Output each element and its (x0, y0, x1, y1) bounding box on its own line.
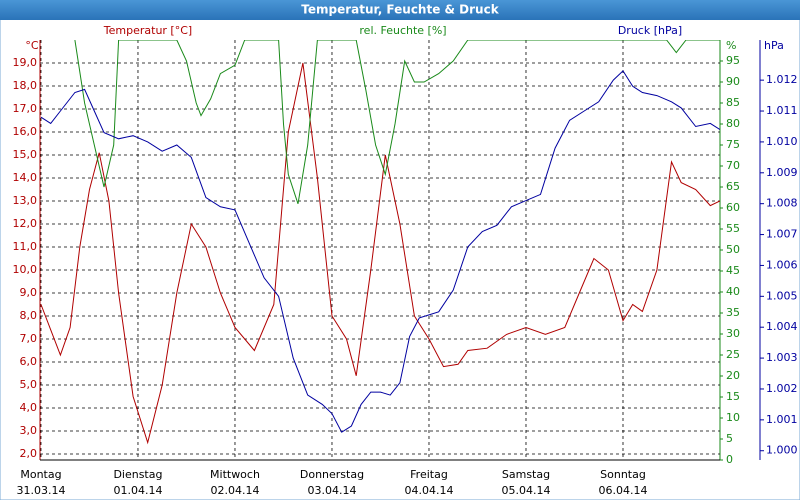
x-tick-weekday: Samstag (502, 468, 550, 481)
y-tick-label: 14,0 (13, 171, 38, 184)
y-tick-label: 19,0 (13, 56, 38, 69)
y3-tick-label: 1.001 (766, 413, 798, 426)
y-tick-label: 6,0 (20, 355, 38, 368)
y3-tick-label: 1.005 (766, 289, 798, 302)
y-tick-label: 16,0 (13, 125, 38, 138)
y-tick-label: 4,0 (20, 401, 38, 414)
x-tick-label: 01.04.14 (113, 484, 162, 497)
y2-axis-unit: % (726, 39, 736, 52)
y2-tick-label: 50 (726, 243, 740, 256)
y-tick-label: 12,0 (13, 217, 38, 230)
y2-tick-label: 25 (726, 348, 740, 361)
title-bar (0, 0, 800, 20)
y2-tick-label: 85 (726, 96, 740, 109)
y3-tick-label: 1.012 (766, 73, 798, 86)
x-tick-label: 02.04.14 (210, 484, 259, 497)
y2-tick-label: 65 (726, 180, 740, 193)
chart-title: Temperatur, Feuchte & Druck (301, 3, 499, 17)
y2-tick-label: 0 (726, 453, 733, 466)
y-tick-label: 5,0 (20, 378, 38, 391)
y3-tick-label: 1.010 (766, 135, 798, 148)
y2-tick-label: 80 (726, 117, 740, 130)
y2-tick-label: 95 (726, 54, 740, 67)
y3-tick-label: 1.011 (766, 104, 798, 117)
y2-tick-label: 30 (726, 327, 740, 340)
y2-tick-label: 55 (726, 222, 740, 235)
x-tick-weekday: Donnerstag (300, 468, 364, 481)
legend-label: rel. Feuchte [%] (359, 24, 446, 37)
y-tick-label: 7,0 (20, 332, 38, 345)
y-tick-label: 3,0 (20, 424, 38, 437)
x-tick-label: 31.03.14 (16, 484, 65, 497)
y3-tick-label: 1.002 (766, 382, 798, 395)
x-tick-label: 05.04.14 (501, 484, 550, 497)
y2-tick-label: 70 (726, 159, 740, 172)
x-tick-label: 04.04.14 (404, 484, 453, 497)
x-tick-weekday: Dienstag (113, 468, 162, 481)
x-tick-weekday: Sonntag (600, 468, 646, 481)
y-axis-unit: °C (25, 39, 39, 52)
y2-tick-label: 90 (726, 75, 740, 88)
y3-tick-label: 1.003 (766, 351, 798, 364)
y-tick-label: 11,0 (13, 240, 38, 253)
y3-tick-label: 1.008 (766, 197, 798, 210)
y-tick-label: 15,0 (13, 148, 38, 161)
y2-tick-label: 60 (726, 201, 740, 214)
y3-tick-label: 1.000 (766, 444, 798, 457)
y2-tick-label: 20 (726, 369, 740, 382)
y3-axis-unit: hPa (764, 39, 784, 52)
legend-label: Druck [hPa] (618, 24, 682, 37)
legend-label: Temperatur [°C] (103, 24, 192, 37)
series-line (74, 40, 720, 204)
y3-tick-label: 1.006 (766, 258, 798, 271)
y-tick-label: 10,0 (13, 263, 38, 276)
y-tick-label: 13,0 (13, 194, 38, 207)
y2-tick-label: 45 (726, 264, 740, 277)
y-tick-label: 17,0 (13, 102, 38, 115)
x-tick-weekday: Montag (20, 468, 61, 481)
y2-tick-label: 5 (726, 432, 733, 445)
y2-tick-label: 75 (726, 138, 740, 151)
series-line (40, 62, 720, 445)
y-tick-label: 2,0 (20, 447, 38, 460)
y3-tick-label: 1.009 (766, 166, 798, 179)
y-tick-label: 18,0 (13, 79, 38, 92)
x-tick-label: 06.04.14 (599, 484, 648, 497)
y3-tick-label: 1.004 (766, 320, 798, 333)
y-tick-label: 9,0 (20, 286, 38, 299)
y-tick-label: 8,0 (20, 309, 38, 322)
x-tick-weekday: Mittwoch (210, 468, 260, 481)
y2-tick-label: 40 (726, 285, 740, 298)
x-tick-label: 03.04.14 (307, 484, 356, 497)
series-line (40, 70, 720, 433)
y2-tick-label: 10 (726, 411, 740, 424)
y2-tick-label: 15 (726, 390, 740, 403)
y3-tick-label: 1.007 (766, 228, 798, 241)
x-tick-weekday: Freitag (410, 468, 448, 481)
y2-tick-label: 35 (726, 306, 740, 319)
